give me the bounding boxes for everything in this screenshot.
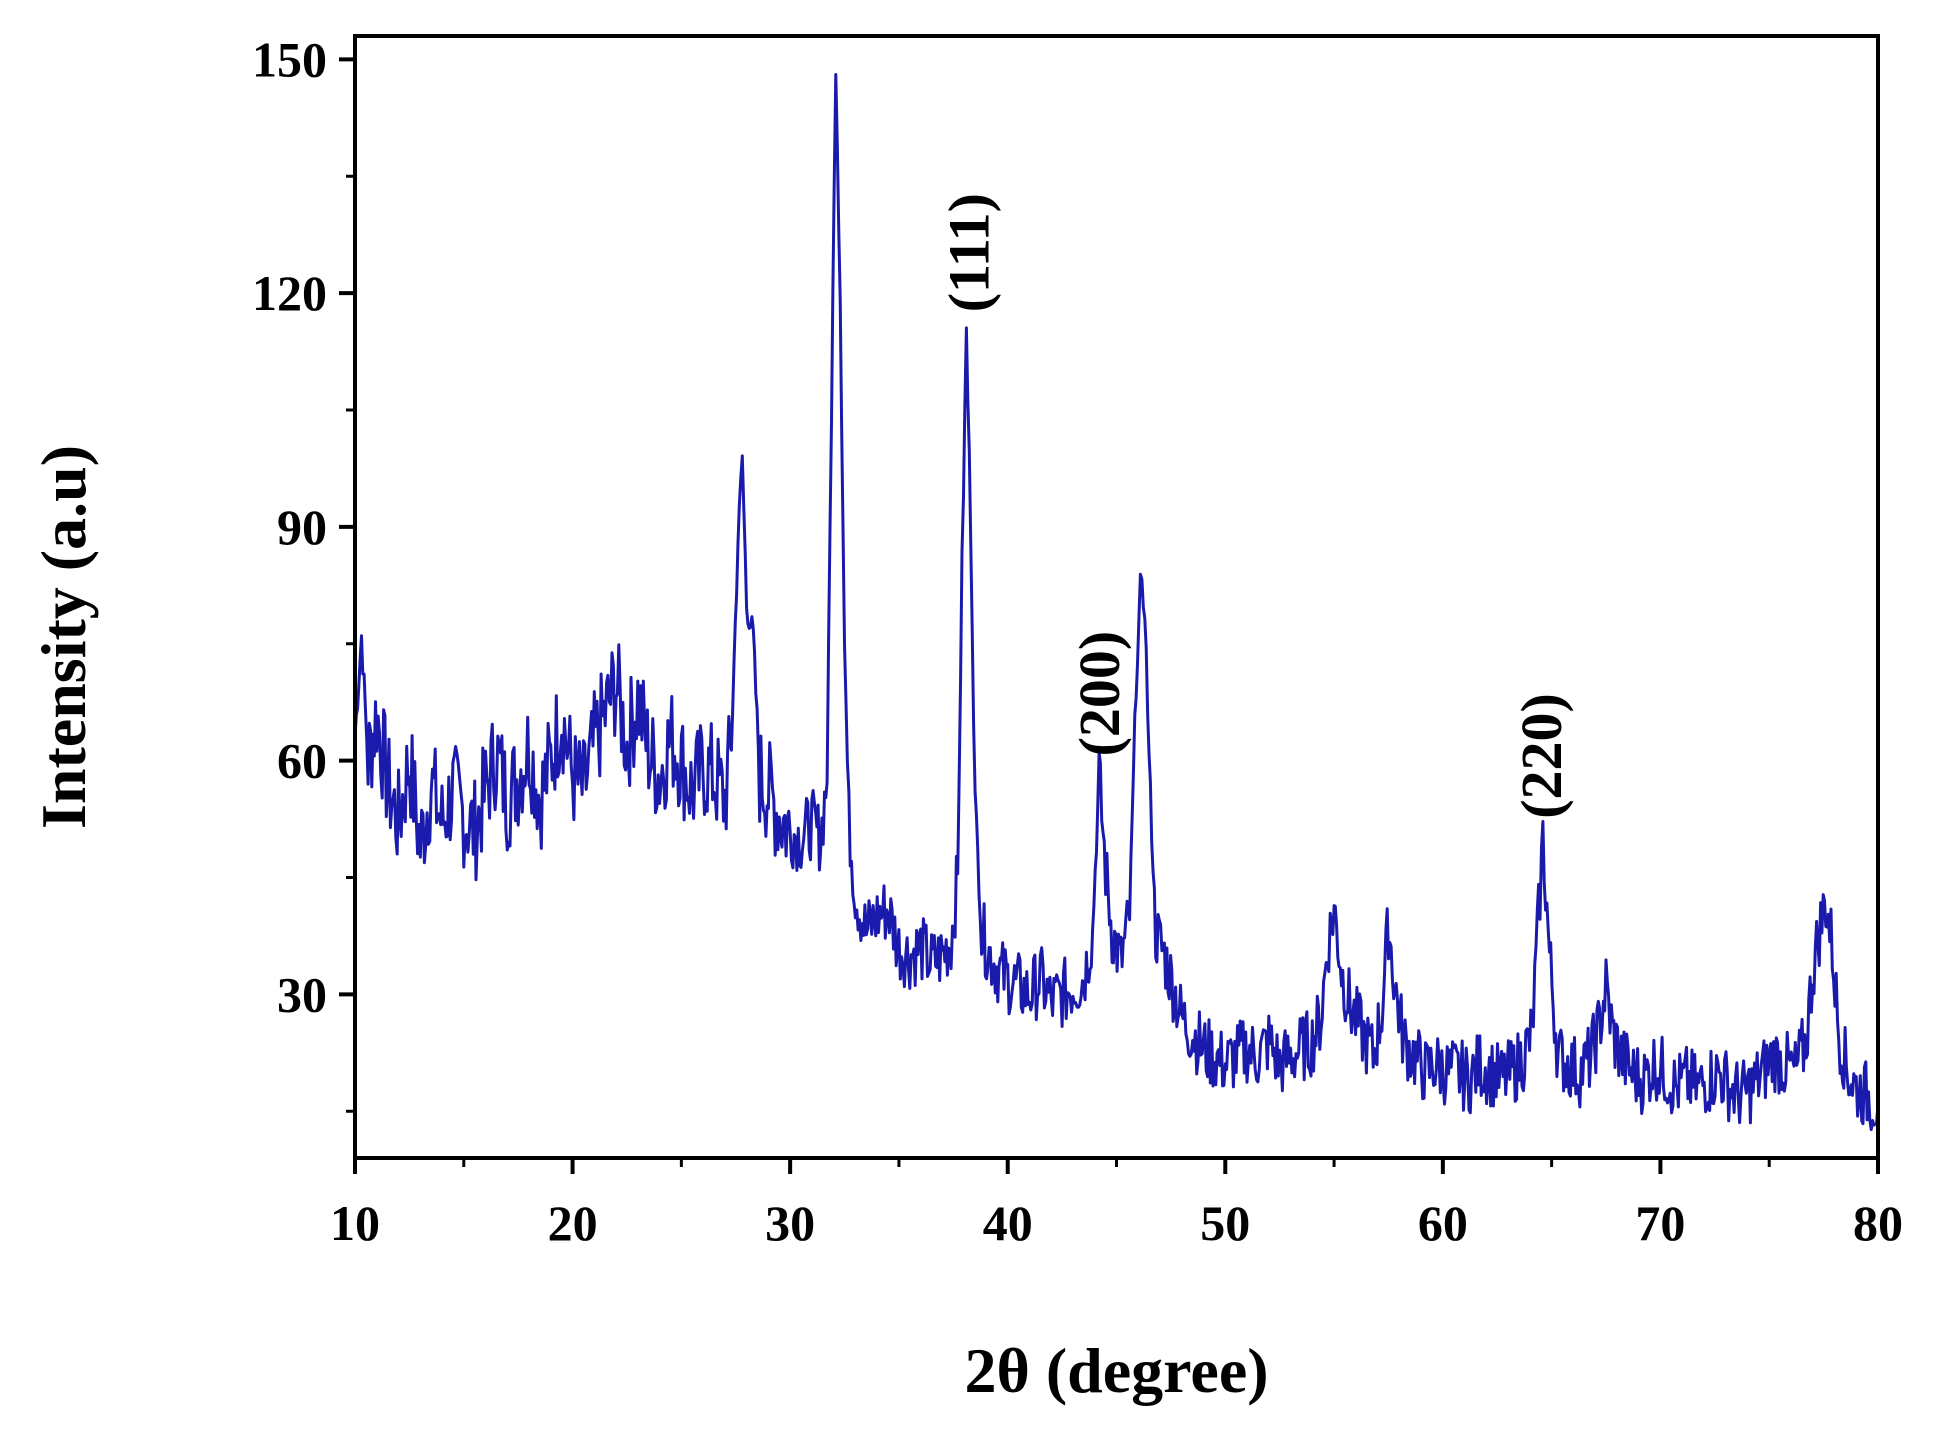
x-tick-label: 70 xyxy=(1635,1195,1685,1251)
x-tick-label: 80 xyxy=(1853,1195,1903,1251)
x-tick-label: 60 xyxy=(1418,1195,1468,1251)
x-tick-label: 40 xyxy=(983,1195,1033,1251)
x-axis-title: 2θ (degree) xyxy=(964,1335,1268,1406)
x-tick-label: 10 xyxy=(330,1195,380,1251)
y-axis-ticks: 30 60 90 120 150 xyxy=(252,31,355,1113)
x-tick-label: 30 xyxy=(765,1195,815,1251)
y-axis-title: Intensity (a.u) xyxy=(28,445,99,829)
y-tick-label: 60 xyxy=(277,733,327,789)
plot-frame xyxy=(353,34,1880,1160)
y-tick-label: 150 xyxy=(252,31,327,87)
x-tick-label: 50 xyxy=(1200,1195,1250,1251)
y-tick-label: 90 xyxy=(277,499,327,555)
peak-label: (111) xyxy=(937,193,1002,312)
y-tick-label: 120 xyxy=(252,265,327,321)
peak-annotations: (111) (200) (220) xyxy=(937,193,1574,819)
y-tick-label: 30 xyxy=(277,966,327,1022)
x-tick-label: 20 xyxy=(548,1195,598,1251)
x-axis-ticks: 10 20 30 40 50 60 70 80 xyxy=(330,1158,1903,1251)
series-line xyxy=(353,73,1880,1132)
peak-label: (220) xyxy=(1509,693,1574,819)
peak-label: (200) xyxy=(1067,631,1132,757)
